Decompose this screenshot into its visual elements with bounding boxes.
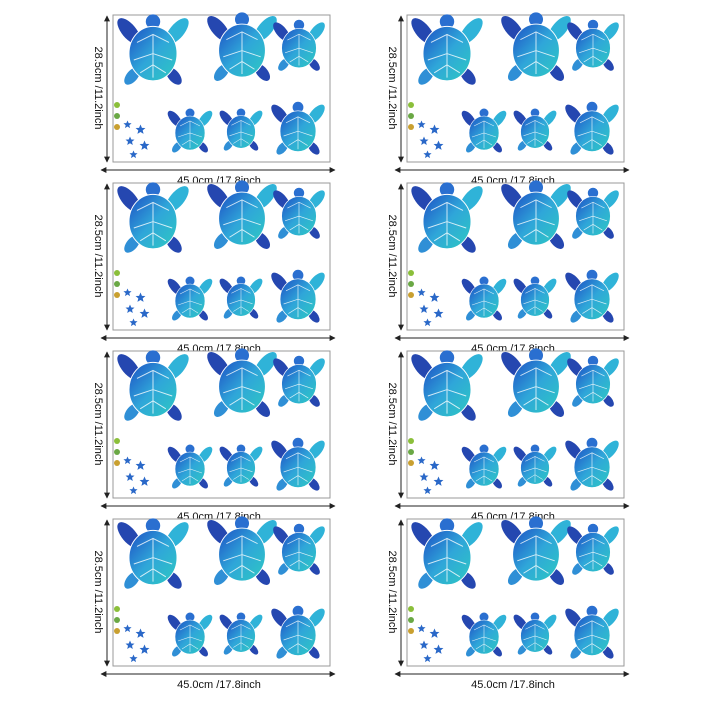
sticker-sheet bbox=[101, 180, 335, 338]
height-label: 28.5cm /11.2inch bbox=[92, 551, 104, 634]
height-label: 28.5cm /11.2inch bbox=[92, 383, 104, 466]
width-label: 45.0cm /17.8inch bbox=[177, 679, 261, 691]
sticker-panel: 28.5cm /11.2inch 45.0cm /17.8inch bbox=[386, 516, 629, 691]
sticker-sheet bbox=[101, 516, 335, 674]
height-label: 28.5cm /11.2inch bbox=[386, 383, 398, 466]
height-label: 28.5cm /11.2inch bbox=[92, 47, 104, 130]
sticker-panel: 28.5cm /11.2inch 45.0cm /17.8inch bbox=[92, 516, 335, 691]
sticker-sheet bbox=[395, 12, 629, 170]
height-label: 28.5cm /11.2inch bbox=[92, 215, 104, 298]
sticker-sheet bbox=[395, 180, 629, 338]
sticker-sheet bbox=[395, 348, 629, 506]
width-label: 45.0cm /17.8inch bbox=[471, 679, 555, 691]
sticker-sheet bbox=[395, 516, 629, 674]
height-label: 28.5cm /11.2inch bbox=[386, 551, 398, 634]
sticker-sheet bbox=[101, 12, 335, 170]
height-label: 28.5cm /11.2inch bbox=[386, 215, 398, 298]
sticker-sheet bbox=[101, 348, 335, 506]
height-label: 28.5cm /11.2inch bbox=[386, 47, 398, 130]
